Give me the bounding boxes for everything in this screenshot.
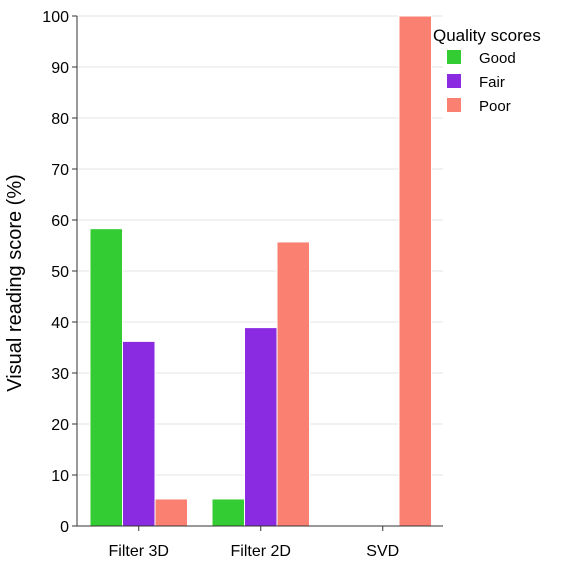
bar-filter-3d-poor [154,498,188,527]
y-tick-label: 60 [51,213,69,230]
bar-filter-2d-good [211,498,245,527]
legend-swatch-poor [447,98,461,112]
legend: Quality scores Good Fair Poor [433,26,541,115]
legend-swatch-fair [447,74,461,88]
y-tick-label: 80 [51,111,69,128]
y-tick-label: 40 [51,315,69,332]
legend-title: Quality scores [433,26,541,45]
bars [89,15,432,527]
y-axis-title: Visual reading score (%) [4,174,26,392]
y-tick-label: 100 [42,9,69,26]
y-tick-label: 0 [60,519,69,536]
bar-filter-3d-fair [122,340,156,527]
y-tick-label: 20 [51,417,69,434]
y-tick-label: 10 [51,468,69,485]
bar-filter-3d-good [89,228,123,527]
y-tick-label: 70 [51,162,69,179]
x-tick-label: Filter 3D [109,543,169,560]
bar-filter-2d-poor [276,241,310,527]
bar-filter-2d-fair [244,327,278,527]
y-axis-ticks: 0 10 20 30 40 50 60 70 80 90 100 [42,9,77,536]
x-tick-label: SVD [366,543,399,560]
bar-svd-poor [398,15,432,527]
y-tick-label: 30 [51,366,69,383]
legend-label-fair: Fair [479,74,505,91]
legend-label-good: Good [479,50,516,67]
x-tick-label: Filter 2D [231,543,291,560]
legend-items: Good Fair Poor [447,50,516,115]
y-tick-label: 50 [51,264,69,281]
y-tick-label: 90 [51,60,69,77]
legend-swatch-good [447,50,461,64]
legend-label-poor: Poor [479,98,511,115]
x-axis-ticks: Filter 3D Filter 2D SVD [109,526,399,560]
